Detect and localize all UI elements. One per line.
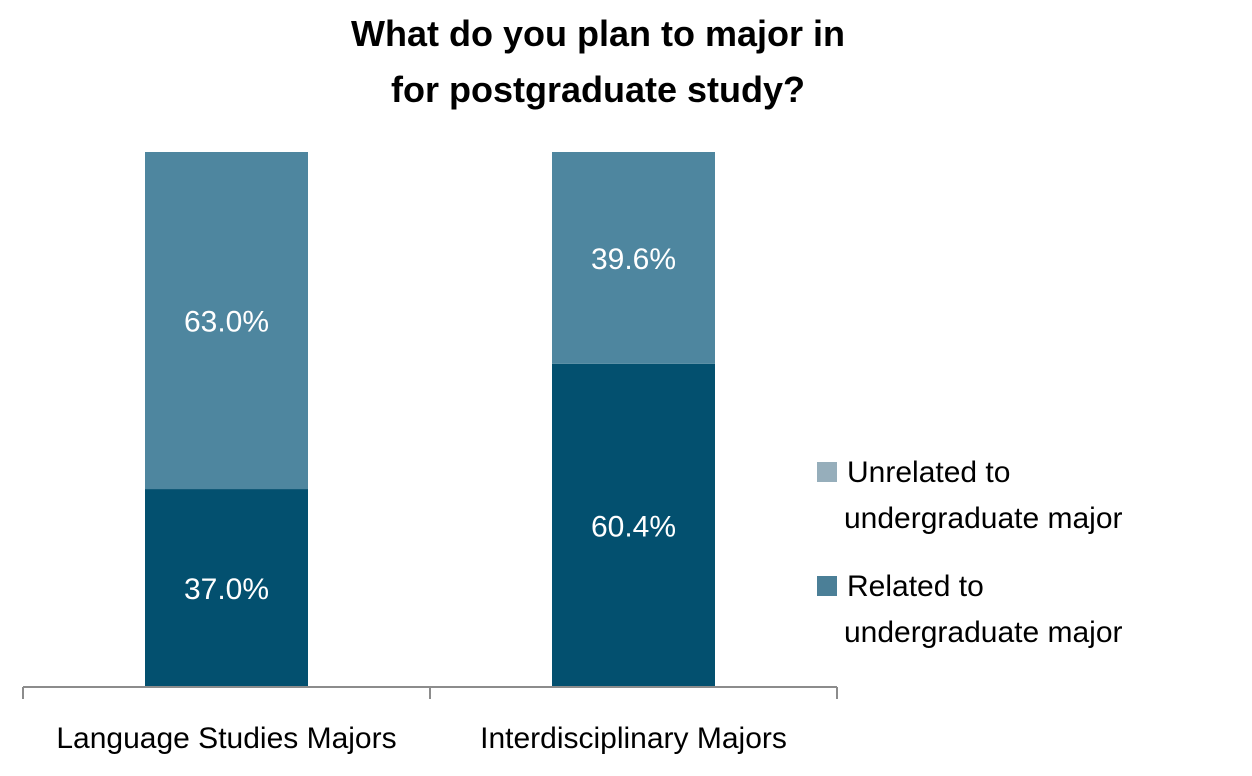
legend: Unrelated to undergraduate major Related t… (817, 456, 1123, 649)
bar-interdisciplinary-majors-related-to-undergraduate-major (552, 363, 715, 687)
category-label-interdisciplinary-majors: Interdisciplinary Majors (480, 722, 787, 755)
legend-label-unrelated-to-undergraduate-major-line-2: undergraduate major (844, 502, 1123, 535)
chart-title-line-1: What do you plan to major in (351, 13, 845, 54)
data-label-interdisciplinary-majors-unrelated-to-undergraduate-major: 39.6% (591, 243, 676, 276)
bar-language-studies-majors-related-to-undergraduate-major (145, 489, 308, 687)
data-label-language-studies-majors-related-to-undergraduate-major: 37.0% (184, 573, 269, 606)
legend-label-related-to-undergraduate-major-line-1: Related to (847, 570, 984, 603)
category-label-language-studies-majors: Language Studies Majors (56, 722, 396, 755)
legend-swatch-unrelated-to-undergraduate-major (817, 462, 837, 482)
bar-language-studies-majors-unrelated-to-undergraduate-major (145, 152, 308, 490)
legend-label-unrelated-to-undergraduate-major-line-1: Unrelated to (847, 456, 1010, 489)
bar-interdisciplinary-majors-unrelated-to-undergraduate-major (552, 152, 715, 364)
data-label-language-studies-majors-unrelated-to-undergraduate-major: 63.0% (184, 306, 269, 339)
bars: 37.0% 63.0% 60.4% 39.6% (145, 152, 715, 687)
x-axis: Language Studies Majors Interdisciplinary… (22, 686, 838, 755)
chart-title-line-2: for postgraduate study? (391, 69, 805, 110)
chart-title: What do you plan to major in for postgra… (351, 13, 845, 110)
legend-label-related-to-undergraduate-major-line-2: undergraduate major (844, 616, 1123, 649)
legend-swatch-related-to-undergraduate-major (817, 576, 837, 596)
data-label-interdisciplinary-majors-related-to-undergraduate-major: 60.4% (591, 510, 676, 543)
